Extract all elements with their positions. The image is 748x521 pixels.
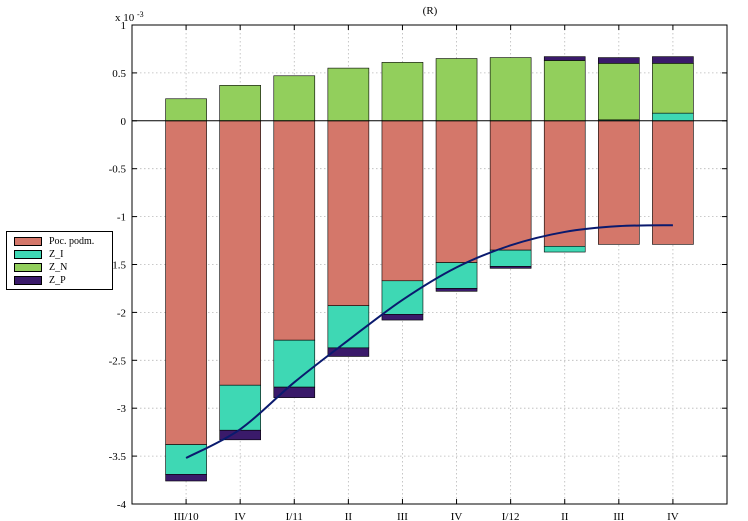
bar-segment — [543, 60, 586, 122]
y-exponent-base: x 10 — [115, 12, 135, 24]
series-line — [185, 224, 673, 459]
bar-segment — [327, 347, 370, 357]
y-exponent: x 10 -3 — [115, 10, 144, 24]
bar-segment — [327, 67, 370, 122]
x-tick-label: I/11 — [286, 511, 303, 521]
bar-segment — [165, 98, 207, 122]
y-tick-label: -0.5 — [109, 164, 127, 176]
grid-layer — [132, 25, 727, 504]
bar-segment — [381, 120, 424, 282]
bar-segment — [219, 384, 261, 431]
x-tick-label: IV — [667, 511, 679, 521]
bar-segment — [543, 245, 586, 253]
bar-segment — [435, 288, 478, 292]
legend-item: Z_P — [7, 274, 112, 287]
x-tick-label: IV — [451, 511, 463, 521]
bar-segment — [381, 62, 424, 122]
legend-swatch — [14, 237, 42, 246]
bar-segment — [489, 57, 532, 122]
bar-segment — [273, 386, 316, 398]
bar-segment — [598, 120, 640, 245]
legend-label: Poc. podm. — [49, 236, 95, 247]
x-tick-label: IV — [234, 511, 246, 521]
tick-layer: 1 0.5 0 -0.5 -1 -1.5 -2 -2.5 -3 -3.5 -4 III/10 IV I/1… — [109, 20, 727, 521]
bar-segment — [381, 314, 424, 321]
bar-segment — [435, 120, 478, 263]
legend-item: Z_I — [7, 248, 112, 261]
y-exponent-power: -3 — [137, 10, 144, 19]
chart-legend: Poc. podm. Z_I Z_N Z_P — [6, 231, 113, 290]
legend-item: Poc. podm. — [7, 235, 112, 248]
legend-label: Z_P — [49, 275, 66, 286]
bar-segment — [598, 57, 640, 64]
x-tick-label: III/10 — [174, 511, 200, 521]
bar-segment — [273, 339, 316, 388]
legend-swatch — [14, 250, 42, 259]
legend-swatch — [14, 263, 42, 272]
legend-label: Z_N — [49, 262, 68, 273]
legend-item: Z_N — [7, 261, 112, 274]
y-tick-label: -4 — [117, 499, 127, 511]
y-tick-label: -3.5 — [109, 451, 127, 463]
y-tick-label: -3 — [117, 403, 127, 415]
bar-segment — [652, 63, 694, 114]
bar-segment — [327, 120, 370, 306]
bar-segment — [219, 85, 261, 122]
bar-segment — [489, 249, 532, 267]
bar-segment — [652, 56, 694, 64]
y-tick-label: 0 — [121, 116, 127, 128]
bar-segment — [165, 120, 207, 445]
x-tick-label: II — [345, 511, 353, 521]
bar-segment — [543, 56, 586, 61]
bar-segment — [165, 474, 207, 482]
bar-segment — [273, 75, 316, 122]
legend-label: Z_I — [49, 249, 64, 260]
x-tick-label: III — [613, 511, 624, 521]
x-tick-label: III — [397, 511, 408, 521]
y-tick-label: -2 — [117, 307, 126, 319]
bar-segment — [652, 120, 694, 245]
bar-segment — [489, 266, 532, 269]
y-tick-label: 1 — [121, 20, 127, 32]
bar-segment — [435, 58, 478, 122]
bar-segment — [219, 120, 261, 386]
bar-segment — [598, 63, 640, 121]
chart-title: (R) — [423, 5, 438, 17]
legend-swatch — [14, 276, 42, 285]
y-tick-label: -1 — [117, 212, 126, 224]
x-tick-label: I/12 — [502, 511, 520, 521]
x-tick-label: II — [561, 511, 569, 521]
y-tick-label: -2.5 — [109, 355, 127, 367]
bar-segment — [489, 120, 532, 251]
line-layer — [185, 224, 673, 459]
bar-segment — [327, 305, 370, 349]
bar-segment — [165, 444, 207, 475]
y-tick-label: 0.5 — [112, 68, 126, 80]
y-tick-label: -1.5 — [109, 260, 127, 272]
bar-segment — [273, 120, 316, 341]
bar-segment — [652, 112, 694, 122]
bar-layer — [165, 56, 694, 482]
bar-segment — [543, 120, 586, 247]
